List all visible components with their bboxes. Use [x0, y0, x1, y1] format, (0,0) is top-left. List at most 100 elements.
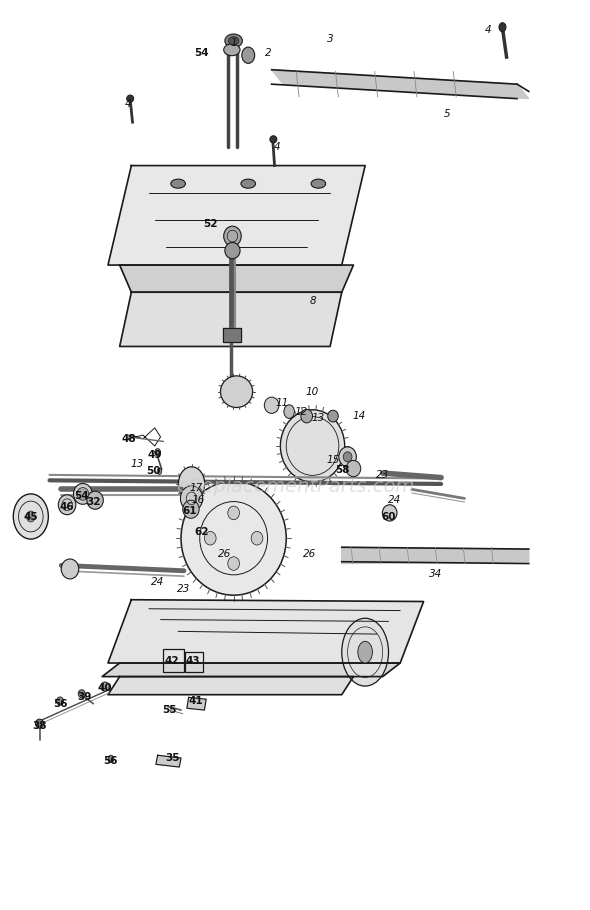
Text: 23: 23 — [376, 470, 389, 480]
Text: eReplacementParts.com: eReplacementParts.com — [176, 477, 414, 496]
Text: 48: 48 — [121, 434, 136, 444]
Ellipse shape — [57, 697, 64, 705]
Ellipse shape — [181, 486, 202, 511]
Ellipse shape — [178, 467, 205, 501]
Text: 14: 14 — [353, 411, 366, 421]
Text: 26: 26 — [218, 550, 231, 560]
Ellipse shape — [127, 95, 134, 102]
Text: 60: 60 — [381, 511, 396, 521]
Text: 39: 39 — [77, 693, 92, 703]
Ellipse shape — [74, 483, 92, 504]
Polygon shape — [108, 166, 365, 265]
Text: 52: 52 — [203, 219, 218, 229]
Ellipse shape — [224, 44, 240, 56]
Ellipse shape — [242, 47, 255, 64]
Text: 41: 41 — [188, 696, 203, 706]
Text: 32: 32 — [86, 497, 101, 507]
Ellipse shape — [382, 505, 397, 521]
Ellipse shape — [339, 447, 356, 467]
Text: 43: 43 — [185, 656, 200, 666]
Ellipse shape — [171, 179, 185, 188]
Polygon shape — [342, 547, 529, 563]
Text: 13: 13 — [312, 413, 325, 423]
Polygon shape — [102, 663, 400, 677]
Polygon shape — [156, 755, 181, 767]
Text: 24: 24 — [388, 495, 401, 505]
Ellipse shape — [251, 531, 263, 545]
Text: 55: 55 — [162, 705, 176, 715]
Ellipse shape — [270, 136, 277, 143]
Ellipse shape — [311, 179, 326, 188]
Polygon shape — [271, 70, 529, 98]
Ellipse shape — [264, 397, 279, 413]
Text: 54: 54 — [194, 47, 209, 57]
Text: 2: 2 — [266, 47, 272, 57]
Text: 56: 56 — [53, 699, 67, 709]
Bar — [185, 652, 202, 672]
Text: 26: 26 — [303, 550, 316, 560]
Text: 11: 11 — [276, 399, 289, 409]
Text: 34: 34 — [429, 570, 442, 580]
Text: 4: 4 — [125, 99, 132, 109]
Text: 40: 40 — [98, 683, 112, 693]
Text: 50: 50 — [146, 466, 161, 476]
Text: 13: 13 — [130, 459, 144, 469]
Bar — [163, 650, 184, 672]
Text: 17: 17 — [189, 483, 202, 493]
Text: 38: 38 — [32, 722, 47, 732]
Ellipse shape — [327, 410, 338, 422]
Ellipse shape — [225, 242, 240, 258]
Ellipse shape — [87, 491, 103, 510]
Polygon shape — [108, 677, 353, 694]
Text: 1: 1 — [230, 38, 237, 48]
Text: 42: 42 — [165, 656, 179, 666]
Ellipse shape — [58, 495, 76, 515]
Text: 58: 58 — [336, 465, 350, 475]
Text: 12: 12 — [294, 407, 307, 417]
Ellipse shape — [108, 755, 114, 763]
Ellipse shape — [301, 410, 313, 423]
Text: 4: 4 — [484, 25, 491, 35]
Text: 23: 23 — [178, 584, 191, 594]
Text: 62: 62 — [194, 527, 209, 537]
Text: 24: 24 — [151, 577, 164, 587]
Ellipse shape — [499, 23, 506, 32]
Text: 61: 61 — [182, 506, 197, 516]
Ellipse shape — [346, 460, 360, 477]
Ellipse shape — [155, 449, 160, 456]
Ellipse shape — [241, 179, 255, 188]
Text: 35: 35 — [165, 753, 179, 763]
Ellipse shape — [228, 506, 240, 520]
Ellipse shape — [228, 557, 240, 571]
Ellipse shape — [35, 719, 44, 728]
Text: 46: 46 — [60, 501, 74, 511]
Ellipse shape — [61, 559, 78, 579]
Ellipse shape — [204, 531, 216, 545]
Polygon shape — [120, 292, 342, 347]
Ellipse shape — [78, 690, 85, 698]
Ellipse shape — [77, 488, 88, 501]
Ellipse shape — [228, 36, 239, 45]
Ellipse shape — [284, 405, 294, 419]
Ellipse shape — [181, 481, 286, 595]
Ellipse shape — [224, 227, 241, 246]
Ellipse shape — [183, 501, 199, 519]
Ellipse shape — [343, 452, 352, 461]
Ellipse shape — [101, 682, 109, 691]
Ellipse shape — [27, 511, 35, 522]
Ellipse shape — [14, 494, 48, 539]
Polygon shape — [187, 697, 206, 710]
Ellipse shape — [225, 34, 242, 47]
Text: 10: 10 — [306, 387, 319, 397]
Ellipse shape — [221, 376, 253, 408]
Polygon shape — [222, 329, 241, 342]
Ellipse shape — [342, 618, 388, 686]
Text: 16: 16 — [192, 495, 205, 505]
Text: 4: 4 — [274, 143, 281, 153]
Polygon shape — [108, 600, 424, 663]
Ellipse shape — [358, 642, 372, 663]
Text: 56: 56 — [104, 755, 118, 765]
Text: 45: 45 — [24, 511, 38, 521]
Text: 49: 49 — [148, 450, 162, 460]
Text: 3: 3 — [327, 34, 333, 44]
